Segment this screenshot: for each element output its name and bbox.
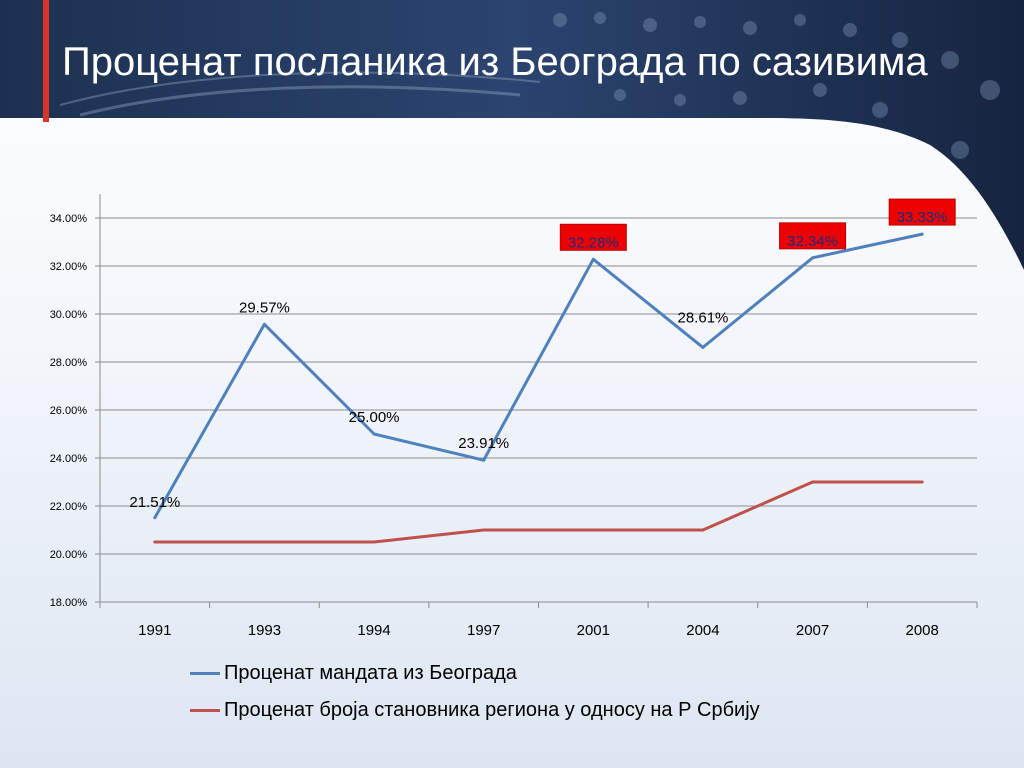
series-1-point [701,345,705,349]
data-label: 21.51% [129,494,180,511]
series-line-1 [153,232,923,519]
legend-item-population: Проценат броја становника региона у одно… [190,692,760,729]
axes: 18.00% 20.00% 22.00% 24.00% 26.00% 28.00% 30.0… [50,194,978,639]
series-1-point [920,232,924,236]
series-lines [153,232,924,544]
series-1-point [811,256,815,260]
legend-swatch-mandates [190,672,220,675]
x-tick-label: 1994 [357,622,390,639]
header-accent-bar [43,0,49,122]
y-tick-label: 30.00% [50,309,88,321]
series-2-point [372,540,376,544]
series-2-point [262,540,266,544]
header-photo-band [0,0,1024,270]
x-tick-label: 2007 [796,622,829,639]
series-2-point [920,480,924,484]
header-background [0,0,1024,270]
line-chart: 18.00% 20.00% 22.00% 24.00% 26.00% 28.00% 30.0… [50,194,978,639]
y-tick-label: 34.00% [50,213,88,225]
data-label-highlight-box [779,222,847,250]
legend-label-mandates: Проценат мандата из Београда [224,662,517,684]
series-2-point [153,540,157,544]
data-label: 33.33% [897,209,948,226]
y-tick-label: 28.00% [50,357,88,369]
legend-item-mandates: Проценат мандата из Београда [190,655,760,692]
x-tick-label: 1991 [138,622,171,639]
y-tick-label: 18.00% [50,597,88,609]
series-2-point [811,480,815,484]
series-1-point [262,322,266,326]
data-labels: 21.51% 29.57% 25.00% 23.91% 32.28% 28.61% 32.3… [129,198,956,511]
series-2-point [591,528,595,532]
series-1-point [372,432,376,436]
series-1-point [591,257,595,261]
legend-label-population: Проценат броја становника региона у одно… [224,699,760,721]
data-label: 29.57% [239,299,290,316]
x-tick-label: 2001 [577,622,610,639]
data-label: 32.34% [787,233,838,250]
data-label: 25.00% [349,409,400,426]
series-2-point [482,528,486,532]
x-tick-label: 2008 [906,622,939,639]
data-label-highlight-box [559,223,627,251]
slide-header: Проценат посланика из Београда по сазиви… [0,0,1024,280]
y-tick-label: 32.00% [50,261,88,273]
data-label: 23.91% [458,435,509,452]
series-line-2 [154,480,923,544]
y-tick-label: 22.00% [50,501,88,513]
header-audience-texture [59,12,1000,159]
y-tick-label: 26.00% [50,405,88,417]
gridlines [100,217,977,555]
chart-legend: Проценат мандата из Београда Проценат бр… [190,655,760,729]
x-tick-label: 1997 [467,622,500,639]
data-label-highlight-box [888,198,956,226]
y-tick-label: 20.00% [50,549,88,561]
x-tick-label: 2004 [686,622,719,639]
y-tick-label: 24.00% [50,453,88,465]
x-tick-label: 1993 [248,622,281,639]
series-1-point [482,458,486,462]
data-label: 28.61% [678,309,729,326]
page-title: Проценат посланика из Београда по сазиви… [62,40,928,84]
series-1-point [153,516,157,520]
series-2-point [701,528,705,532]
legend-swatch-population [190,709,220,712]
data-label: 32.28% [568,234,619,251]
